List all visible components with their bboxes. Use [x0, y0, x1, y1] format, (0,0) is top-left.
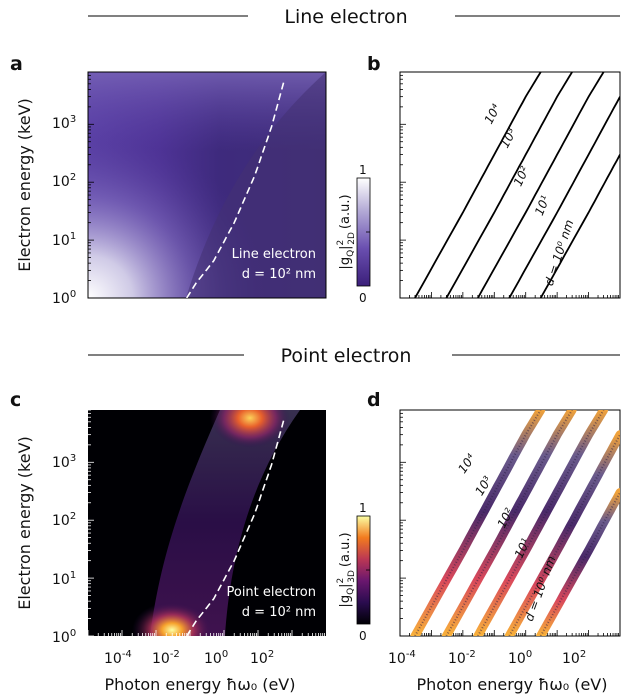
xtick-d-2: 100 — [508, 649, 532, 667]
panel-b-line-4 — [539, 154, 620, 298]
panel-c-xticks — [87, 630, 325, 636]
curve-label-b-4: d = 10⁰ nm — [542, 218, 576, 287]
curve-label-d-0: 10⁴ — [455, 451, 478, 476]
colorbar-top-label: |gQ|22D(a.u.) — [336, 194, 357, 269]
xtick-c-3: 102 — [250, 649, 274, 667]
panel-c-annotation-line2: d = 10² nm — [242, 605, 316, 620]
ytick-c-2: 102 — [52, 511, 76, 529]
panel-a-annotation-line2: d = 10² nm — [242, 267, 316, 282]
panel-letter-c: c — [10, 389, 21, 411]
xtick-d-1: 10-2 — [448, 649, 476, 667]
section-title-top: Line electron — [284, 6, 407, 28]
colorbar-bottom-max: 1 — [359, 501, 367, 515]
panel-d-band-1 — [441, 410, 577, 636]
colorbar-top-min: 0 — [359, 291, 367, 305]
curve-label-b-2: 10² — [511, 164, 532, 188]
panel-d-xtick-labels: 10-4 10-2 100 102 — [388, 649, 586, 667]
ytick-c-1: 101 — [52, 570, 76, 588]
curve-label-b-1: 10³ — [498, 126, 520, 150]
panel-d-lines — [410, 410, 620, 636]
panel-a-heatmap — [88, 72, 326, 298]
curve-label-b-0: 10⁴ — [482, 102, 504, 126]
colorbar-top-max: 1 — [359, 163, 367, 177]
panel-d-band-hatch-4 — [539, 492, 620, 636]
panel-b-yticks — [400, 71, 406, 299]
ytick-c-0: 100 — [52, 628, 76, 646]
panel-d-xlabel: Photon energy ħω₀ (eV) — [417, 675, 608, 694]
xtick-c-1: 10-2 — [152, 649, 180, 667]
panel-b-line-3 — [508, 96, 620, 298]
curve-label-b-3: 10¹ — [532, 193, 553, 217]
panel-c-xlabel: Photon energy ħω₀ (eV) — [105, 675, 296, 694]
panel-c-ytick-labels: 100 101 102 103 — [52, 453, 76, 646]
ytick-a-3: 103 — [52, 114, 76, 132]
panel-c-annotation-line1: Point electron — [226, 585, 316, 600]
panel-b-line-0 — [414, 72, 542, 298]
panel-a-annotation-line1: Line electron — [232, 247, 316, 262]
panel-letter-d: d — [367, 389, 381, 411]
panel-letter-b: b — [367, 53, 381, 75]
xtick-d-3: 102 — [562, 649, 586, 667]
colorbar-bottom-min: 0 — [359, 629, 367, 643]
panel-c-heatmap — [88, 410, 326, 636]
panel-c-ylabel: Electron energy (keV) — [15, 436, 34, 610]
ytick-c-3: 103 — [52, 453, 76, 471]
panel-a-yticks — [88, 71, 94, 299]
colorbar-bottom-label: |gQ|23D(a.u.) — [336, 532, 357, 607]
panel-b-curve-labels: 10⁴ 10³ 10² 10¹ d = 10⁰ nm — [482, 102, 577, 288]
section-title-bottom: Point electron — [281, 345, 412, 367]
panel-d-band-0 — [410, 410, 546, 636]
panel-a-ytick-labels: 100 101 102 103 — [52, 114, 76, 307]
ytick-a-2: 102 — [52, 172, 76, 190]
panel-a-dashed-curve — [186, 78, 286, 298]
panel-letter-a: a — [10, 53, 23, 75]
xtick-c-2: 100 — [204, 649, 228, 667]
ytick-a-0: 100 — [52, 289, 76, 307]
panel-c-xtick-labels: 10-4 10-2 100 102 — [104, 649, 274, 667]
xtick-d-0: 10-4 — [388, 649, 416, 667]
panel-c-yticks — [88, 409, 94, 637]
ytick-a-1: 101 — [52, 231, 76, 249]
panel-c-dashed-curve — [186, 416, 286, 636]
panel-d-yticks — [400, 409, 406, 637]
panel-d-band-3 — [504, 430, 620, 636]
panel-b-lines — [414, 72, 620, 298]
panel-b-line-2 — [477, 72, 605, 298]
panel-a-ylabel: Electron energy (keV) — [15, 98, 34, 272]
panel-b-xticks — [399, 292, 619, 298]
panel-b-line-1 — [445, 72, 573, 298]
panel-d-band-2 — [473, 410, 609, 636]
xtick-c-0: 10-4 — [104, 649, 132, 667]
